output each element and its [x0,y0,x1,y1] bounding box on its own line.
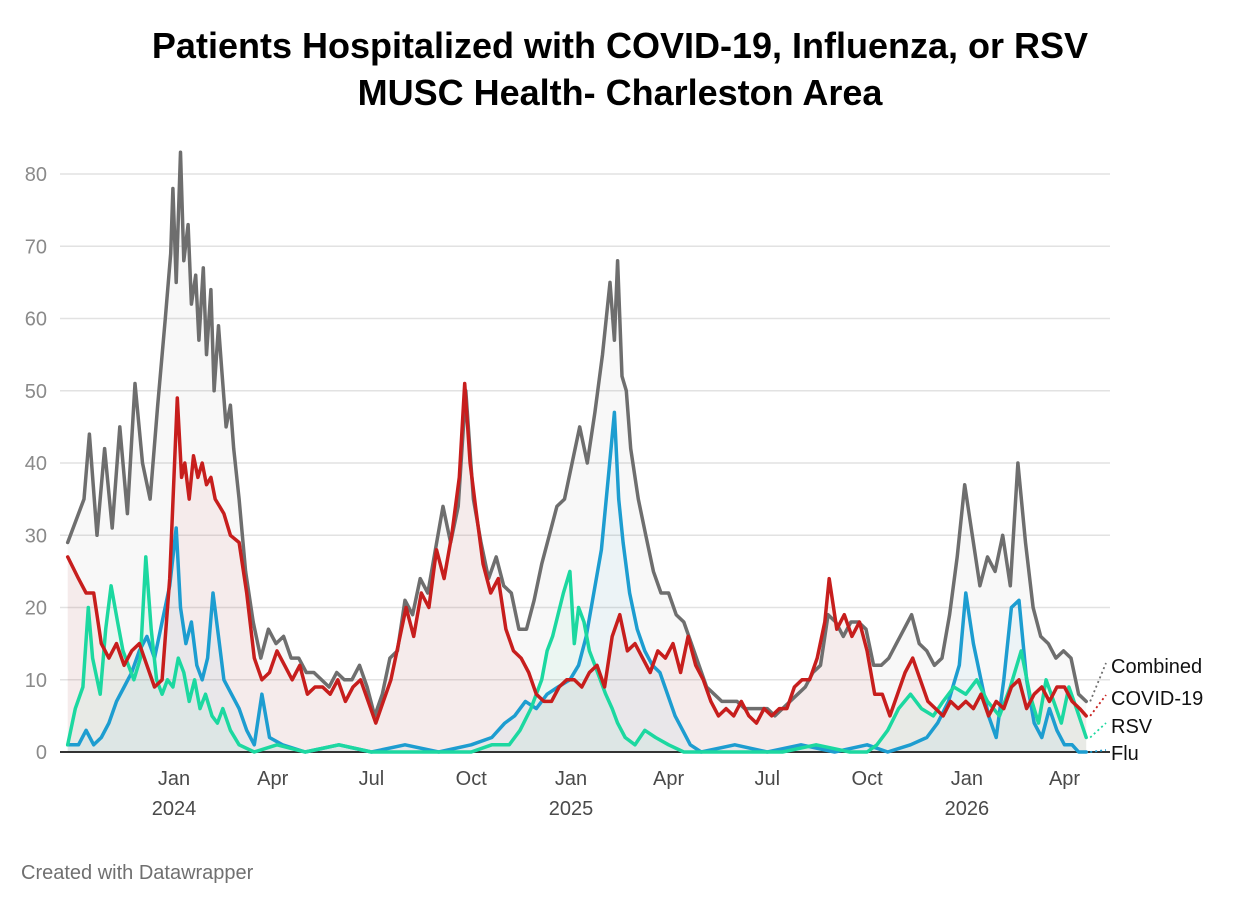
y-tick-label: 70 [25,236,47,258]
x-tick-label: Oct [456,768,488,790]
x-tick-year-label: 2024 [152,798,197,820]
area-rsv [67,556,1087,752]
y-tick-label: 40 [25,453,47,475]
label-leader-covid-19 [1089,694,1107,717]
y-tick-label: 60 [25,309,47,331]
x-tick-label: Jan [555,768,587,790]
y-tick-label: 30 [25,525,47,547]
y-tick-label: 20 [25,598,47,620]
y-tick-label: 10 [25,670,47,692]
chart-title: Patients Hospitalized with COVID-19, Inf… [0,22,1240,116]
label-leader-combined [1089,662,1107,702]
series-line-covid-19 [65,381,1088,725]
area-combined [67,152,1087,753]
area-covid-19 [67,383,1087,752]
series-label-flu: Flu [1111,743,1139,765]
series-line-flu [65,410,1088,754]
x-tick-label: Apr [1049,768,1080,790]
label-leader-rsv [1089,722,1107,739]
series-line-rsv [65,555,1088,754]
x-tick-label: Oct [852,768,884,790]
x-tick-label: Apr [653,768,684,790]
chart-title-line-1: Patients Hospitalized with COVID-19, Inf… [151,25,1089,66]
x-tick-label: Jan [158,768,190,790]
series-label-combined: Combined [1111,656,1202,678]
y-tick-label: 80 [25,164,47,186]
x-tick-label: Jul [755,768,781,790]
x-tick-label: Jan [951,768,983,790]
chart-title-line-2: MUSC Health- Charleston Area [357,72,883,113]
series-label-rsv: RSV [1111,716,1153,738]
credit-text[interactable]: Created with Datawrapper [21,862,254,884]
x-tick-year-label: 2026 [945,798,990,820]
x-tick-label: Jul [359,768,385,790]
y-tick-label: 0 [36,742,47,764]
series-line-combined [65,150,1088,718]
y-tick-label: 50 [25,381,47,403]
series-label-covid-19: COVID-19 [1111,688,1203,710]
x-tick-year-label: 2025 [549,798,594,820]
x-tick-label: Apr [257,768,288,790]
